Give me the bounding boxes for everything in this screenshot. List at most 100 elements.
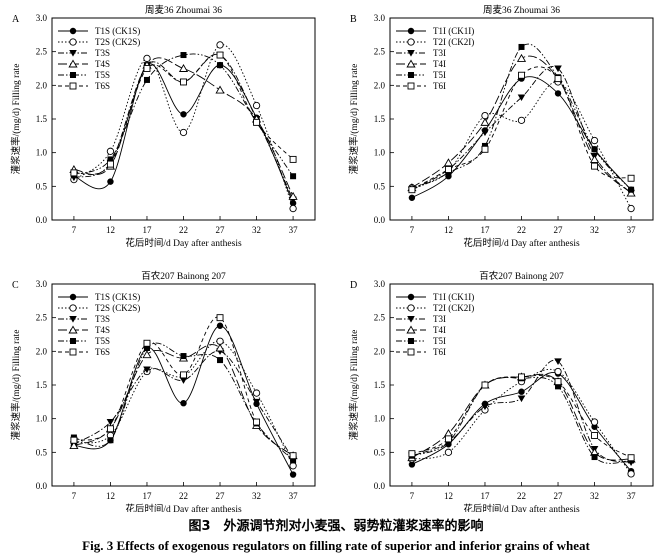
figure-canvas: A 周麦36 Zhoumai 36 0.0 0.5 1.0 1.5 2.0 2.5 3.0 7 12… bbox=[10, 4, 654, 512]
data-point bbox=[554, 90, 562, 97]
legend-marker bbox=[407, 348, 415, 356]
legend-marker bbox=[406, 325, 416, 334]
x-tick-label: 7 bbox=[410, 225, 415, 235]
data-point bbox=[289, 462, 297, 470]
panel-letter: A bbox=[12, 14, 20, 25]
data-point bbox=[517, 395, 526, 403]
x-tick-label: 27 bbox=[216, 491, 226, 501]
x-tick-label: 17 bbox=[480, 225, 490, 235]
y-tick-label: 0.5 bbox=[374, 447, 386, 457]
legend-label: T3I bbox=[433, 48, 446, 58]
y-tick-label: 1.5 bbox=[374, 380, 386, 390]
data-point bbox=[627, 470, 635, 478]
legend-marker bbox=[408, 338, 414, 344]
data-point bbox=[628, 186, 635, 193]
data-point bbox=[289, 155, 297, 163]
series-t5i bbox=[408, 375, 635, 464]
y-tick-label: 2.0 bbox=[36, 346, 48, 356]
legend-marker bbox=[408, 72, 414, 78]
y-tick-label: 1.5 bbox=[36, 114, 48, 124]
x-tick-label: 7 bbox=[72, 491, 77, 501]
legend-label: T3I bbox=[433, 314, 446, 324]
data-point bbox=[106, 147, 115, 155]
series-t2s bbox=[70, 41, 297, 213]
panel-d: D 百农207 Bainong 207 0.0 0.5 1.0 1.5 2.0 2.5 3.0 7… bbox=[348, 270, 654, 512]
x-tick-label: 12 bbox=[106, 225, 115, 235]
x-axis-label: 花后时间/d Day after anthesis bbox=[125, 237, 242, 249]
data-point bbox=[590, 136, 599, 145]
data-point bbox=[143, 76, 150, 83]
data-point bbox=[517, 116, 526, 124]
data-point bbox=[554, 358, 562, 366]
legend-label: T5I bbox=[433, 70, 446, 80]
data-point bbox=[408, 194, 416, 201]
data-point bbox=[554, 378, 562, 386]
data-point bbox=[217, 357, 224, 364]
legend-label: T4I bbox=[433, 325, 446, 335]
y-tick-label: 0.0 bbox=[374, 481, 386, 491]
y-axis-label: 灌浆速率/(mg/d) Filling rate bbox=[348, 64, 360, 175]
data-point bbox=[106, 425, 114, 433]
x-tick-label: 7 bbox=[72, 225, 77, 235]
data-point bbox=[627, 174, 635, 182]
data-point bbox=[180, 52, 187, 59]
legend-label: T6S bbox=[95, 81, 110, 91]
y-tick-label: 3.0 bbox=[36, 279, 48, 289]
data-point bbox=[480, 117, 490, 126]
x-tick-label: 22 bbox=[179, 491, 188, 501]
data-point bbox=[591, 162, 599, 170]
data-point bbox=[444, 448, 453, 456]
y-tick-label: 1.5 bbox=[36, 380, 48, 390]
legend-label: T3S bbox=[95, 48, 110, 58]
legend-label: T4I bbox=[433, 59, 446, 69]
series-t1i bbox=[408, 370, 635, 475]
y-tick-label: 2.5 bbox=[374, 313, 386, 323]
data-point bbox=[481, 381, 489, 389]
data-point bbox=[178, 63, 189, 72]
y-tick-label: 0.0 bbox=[36, 215, 48, 225]
plot-frame bbox=[51, 283, 316, 487]
legend-label: T2I (CK2I) bbox=[433, 303, 474, 313]
data-point bbox=[253, 118, 261, 126]
data-point bbox=[518, 373, 525, 381]
y-tick-label: 2.5 bbox=[36, 47, 48, 57]
x-tick-label: 22 bbox=[517, 225, 526, 235]
legend-marker bbox=[407, 316, 415, 323]
data-point bbox=[70, 436, 78, 444]
legend-marker bbox=[69, 50, 77, 57]
y-tick-label: 2.0 bbox=[36, 80, 48, 90]
x-tick-label: 32 bbox=[252, 491, 261, 501]
data-point bbox=[180, 353, 187, 360]
series-t6s bbox=[70, 51, 297, 177]
legend-label: T5S bbox=[95, 70, 110, 80]
y-tick-label: 3.0 bbox=[36, 13, 48, 23]
x-tick-label: 12 bbox=[444, 225, 453, 235]
y-tick-label: 1.5 bbox=[374, 114, 386, 124]
series-t6i bbox=[408, 66, 635, 194]
data-point bbox=[518, 71, 525, 79]
legend-marker bbox=[68, 325, 78, 334]
data-point bbox=[516, 53, 527, 62]
data-point bbox=[106, 419, 115, 426]
legend-marker bbox=[69, 38, 77, 46]
legend-marker bbox=[407, 38, 415, 46]
x-tick-label: 17 bbox=[142, 491, 152, 501]
y-axis-label: 灌浆速率/(mg/d) Filling rate bbox=[10, 64, 22, 175]
x-axis-label: 花后时间/d Day after anthesis bbox=[463, 503, 580, 512]
legend-label: T1S (CK1S) bbox=[95, 26, 140, 36]
data-point bbox=[143, 366, 151, 374]
data-point bbox=[518, 388, 525, 395]
panel-title: 周麦36 Zhoumai 36 bbox=[483, 4, 560, 16]
data-point bbox=[591, 454, 598, 461]
data-point bbox=[180, 399, 187, 407]
data-point bbox=[70, 169, 78, 177]
data-point bbox=[107, 178, 114, 185]
legend-marker bbox=[70, 72, 76, 78]
legend-label: T5I bbox=[433, 336, 446, 346]
data-point bbox=[444, 435, 452, 443]
legend-marker bbox=[69, 348, 77, 356]
data-point bbox=[143, 339, 151, 347]
